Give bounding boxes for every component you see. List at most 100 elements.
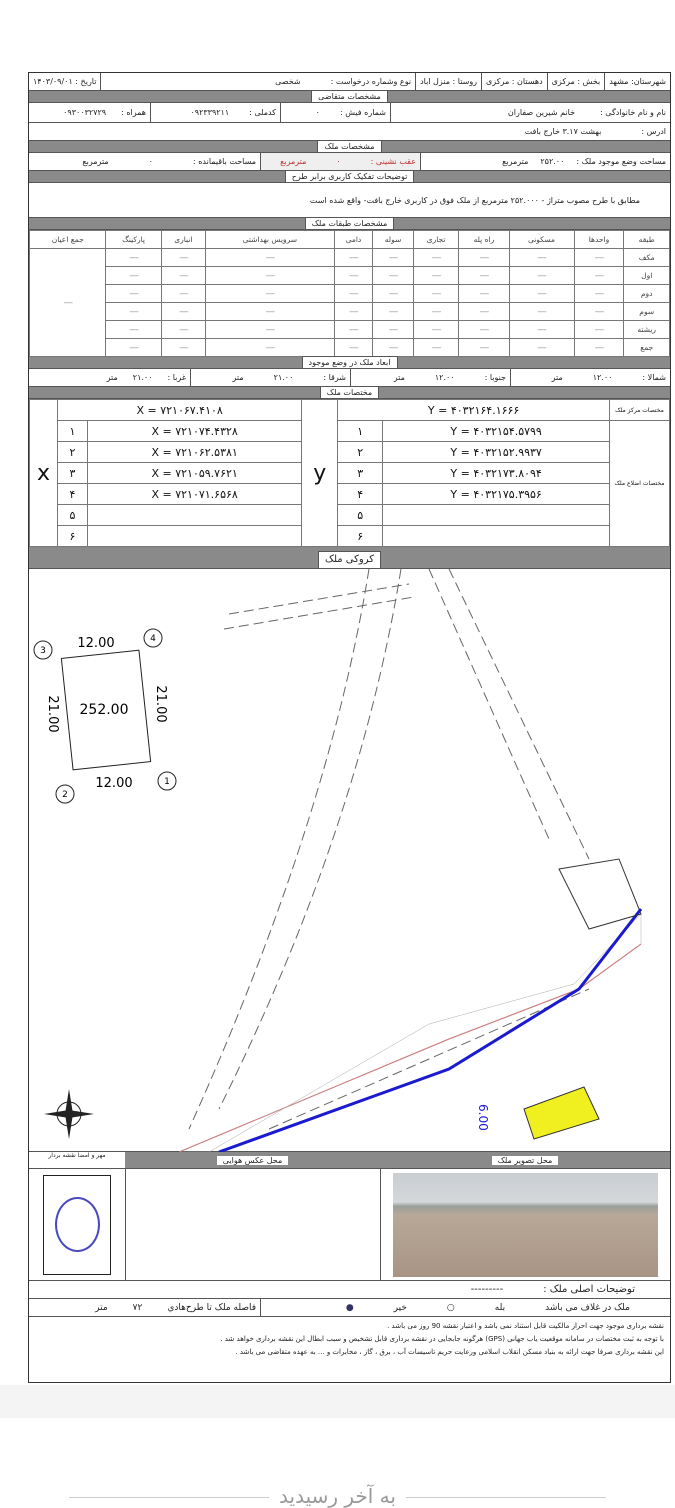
usage-section-bar: توضیحات تفکیک کاربری برابر طرح	[29, 170, 670, 183]
point-x: X = ۷۲۱۰۷۱.۶۵۶۸	[86, 483, 303, 505]
center-label: مختصات مرکز ملک	[609, 399, 670, 421]
unit: متر	[551, 373, 563, 382]
point-number: ۱	[57, 420, 88, 442]
floor-cell: -----	[573, 302, 625, 321]
point-number: ۶	[57, 525, 88, 547]
floor-cell: -----	[333, 284, 374, 303]
setback-value: ۰	[336, 157, 341, 166]
distance-value: ۷۲	[132, 1302, 143, 1313]
floor-cell: -----	[508, 320, 575, 339]
floor-cell: -----	[333, 266, 374, 285]
radio-yes[interactable]: ○	[446, 1302, 455, 1313]
property-section-bar: مشخصات ملک	[29, 140, 670, 153]
point-number: ۲	[337, 441, 384, 463]
sketch-left: 21.00	[45, 695, 60, 732]
floor-cell: -----	[573, 320, 625, 339]
village: روستا : منزل اباد	[415, 73, 481, 90]
road-lines	[188, 568, 590, 1130]
floor-cell: -----	[412, 320, 460, 339]
date: تاریخ : ۱۴۰۳/۰۹/۰۱	[33, 77, 97, 86]
x-axis-label: x	[29, 399, 58, 547]
floors-header: پارکینگ	[105, 230, 162, 249]
floors-table: طبقه واحدها مسکونی راه پله تجاری سوله دامی سروی…	[28, 230, 670, 357]
coords-title: مختصات ملک	[319, 386, 380, 398]
area-label: مساحت وضع موجود ملک :	[576, 157, 666, 166]
floor-cell: -----	[573, 266, 625, 285]
table-row: دوم ----- ----- ----- ----- ----- ----- ----- --…	[30, 284, 670, 303]
point-x	[86, 525, 303, 547]
floor-cell: -----	[333, 320, 374, 339]
sketch-title: کروکی ملک	[318, 551, 381, 568]
east-value: ۲۱.۰۰	[273, 373, 294, 382]
point-y	[382, 525, 610, 547]
floor-cell: -----	[458, 248, 510, 267]
point-x: X = ۷۲۱۰۷۴.۴۳۲۸	[86, 420, 303, 442]
point-x: X = ۷۲۱۰۵۹.۷۶۲۱	[86, 462, 303, 484]
name-label: نام و نام خانوادگی :	[600, 108, 666, 117]
table-row: مکف ----- ----- ----- ----- ----- ----- ----- --…	[28, 248, 670, 357]
point-number: ۳	[337, 462, 384, 484]
setback-unit: مترمربع	[280, 157, 307, 166]
floor-cell: -----	[508, 248, 575, 267]
corner-2-label: 2	[62, 790, 68, 800]
floor-cell: -----	[105, 338, 162, 357]
point-number: ۴	[57, 483, 88, 505]
description-label: توضیحات اصلی ملک :	[543, 1284, 635, 1295]
floor-cell: -----	[458, 320, 510, 339]
road-width: 6.00	[476, 1104, 490, 1131]
end-of-list-text: به آخر رسیدید	[0, 1484, 675, 1508]
distance-label: فاصله ملک تا طرح‌هادي	[167, 1302, 256, 1313]
floor-cell: -----	[458, 266, 510, 285]
request-type: شخصی	[275, 77, 301, 86]
receipt-number: ۰	[315, 108, 320, 117]
y-center: Y = ۴۰۳۲۱۶۴.۱۶۶۶	[337, 399, 610, 421]
point-x: X = ۷۲۱۰۶۲.۵۳۸۱	[86, 441, 303, 463]
unit: متر	[106, 373, 118, 382]
corner-3-label: 3	[40, 646, 46, 656]
corner-1-label: 1	[164, 777, 170, 787]
floor-cell: -----	[508, 284, 575, 303]
floor-cell: -----	[372, 248, 414, 267]
floor-name: سوم	[623, 302, 670, 321]
receipt-label: شماره فیش :	[339, 108, 386, 117]
corners-label: مختصات اضلاع ملک	[609, 420, 670, 547]
applicant-name: خانم شیرین صفاران	[507, 108, 576, 117]
floors-header: دامی	[333, 230, 374, 249]
stamp-label: مهر و امضا نقشه بردار	[29, 1152, 125, 1168]
radio-no[interactable]: ●	[345, 1302, 354, 1313]
point-y	[382, 504, 610, 526]
point-number: ۳	[57, 462, 88, 484]
corner-4-label: 4	[150, 634, 156, 644]
table-row: مختصات مرکز ملک Y = ۴۰۳۲۱۶۴.۱۶۶۶ y X = ۷۲۱۰…	[29, 399, 670, 547]
corner-4-marker	[143, 628, 163, 648]
north-value: ۱۲.۰۰	[592, 373, 613, 382]
floor-cell: -----	[160, 320, 207, 339]
floor-cell: -----	[105, 320, 162, 339]
east-label: شرقا :	[323, 373, 346, 382]
floors-header: تجاری	[412, 230, 460, 249]
floor-cell: -----	[372, 338, 414, 357]
aerial-photo-area	[125, 1169, 380, 1280]
boundary-line	[218, 908, 643, 1154]
dimensions-section-bar: ابعاد ملک در وضع موجود	[29, 356, 670, 369]
area-unit: مترمربع	[502, 157, 529, 166]
applicant-section-bar: مشخصات متقاضی	[29, 90, 670, 103]
coords-table: مختصات مرکز ملک Y = ۴۰۳۲۱۶۴.۱۶۶۶ y X = ۷۲۱۰…	[29, 399, 670, 547]
floor-cell: -----	[105, 248, 162, 267]
west-label: غربا :	[167, 373, 187, 382]
floor-cell: -----	[508, 266, 575, 285]
mobile-label: همراه :	[121, 108, 146, 117]
request-type-label: نوع وشماره درخواست :	[330, 77, 412, 86]
floor-cell: -----	[105, 284, 162, 303]
floor-cell: -----	[205, 284, 335, 303]
floor-cell: -----	[573, 248, 625, 267]
point-number: ۱	[337, 420, 384, 442]
radio-yes-label: بله	[494, 1302, 506, 1313]
floor-cell: -----	[412, 248, 460, 267]
point-y: Y = ۴۰۳۲۱۵۴.۵۷۹۹	[382, 420, 610, 442]
remaining-unit: مترمربع	[82, 157, 109, 166]
floor-cell: -----	[412, 284, 460, 303]
point-number: ۵	[57, 504, 88, 526]
